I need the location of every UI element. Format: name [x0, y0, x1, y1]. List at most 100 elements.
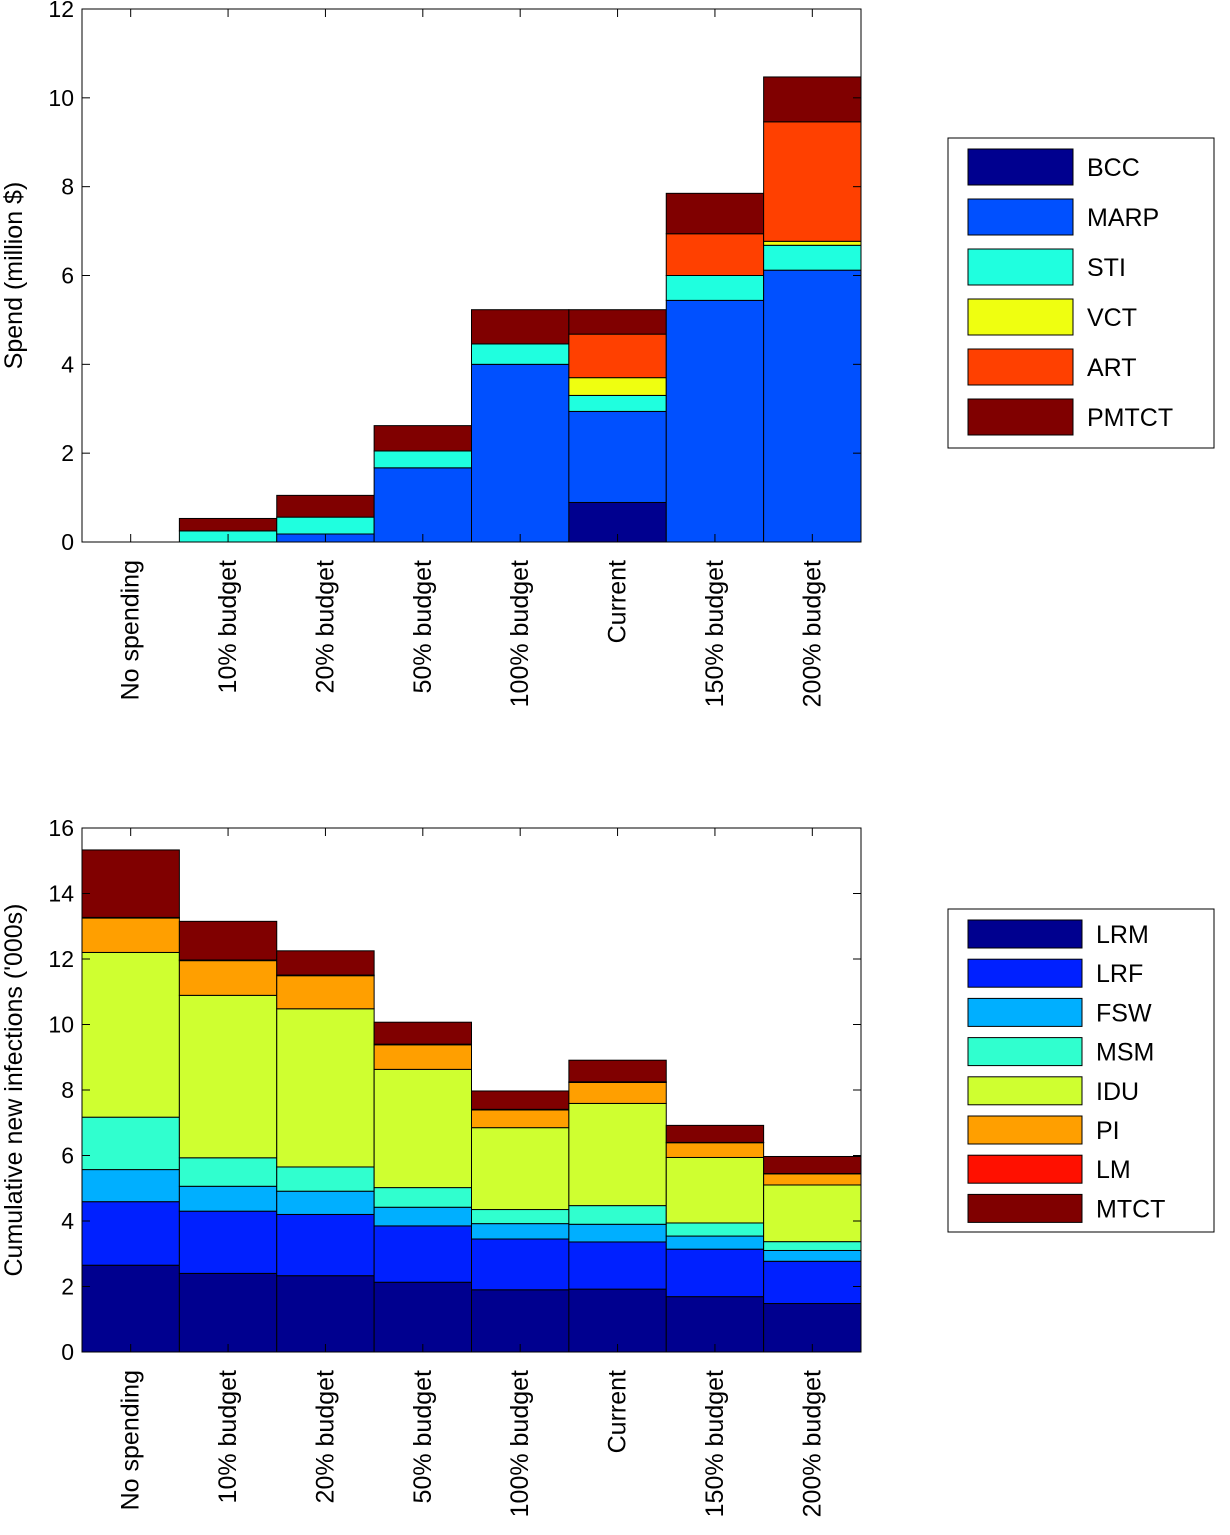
bar-lrm-4 — [374, 1282, 471, 1352]
legend-swatch-mtct — [968, 1194, 1082, 1222]
bar-pmtct-2 — [179, 518, 276, 530]
bar-idu-7 — [666, 1157, 763, 1223]
bar-pi-8 — [764, 1174, 861, 1185]
bar-mtct-8 — [764, 1156, 861, 1173]
y-tick-label: 0 — [61, 529, 74, 555]
bar-pmtct-7 — [666, 193, 763, 233]
y-tick-label: 12 — [48, 0, 74, 22]
y-tick-label: 10 — [48, 85, 74, 111]
bar-fsw-1 — [82, 1170, 179, 1202]
bar-art-8 — [764, 122, 861, 241]
bar-fsw-4 — [374, 1207, 471, 1226]
legend-label-vct: VCT — [1087, 304, 1137, 332]
legend-swatch-fsw — [968, 998, 1082, 1026]
y-axis-label: Cumulative new infections ('000s) — [0, 904, 28, 1277]
x-tick-label: 100% budget — [506, 1370, 534, 1517]
bar-msm-1 — [82, 1117, 179, 1169]
bar-lrf-8 — [764, 1261, 861, 1303]
legend-label-marp: MARP — [1087, 204, 1159, 232]
legend-label-pi: PI — [1096, 1117, 1120, 1145]
bar-msm-8 — [764, 1242, 861, 1251]
legend-label-lm: LM — [1096, 1156, 1131, 1184]
legend-label-sti: STI — [1087, 254, 1126, 282]
y-tick-label: 8 — [61, 174, 74, 200]
bar-idu-8 — [764, 1185, 861, 1242]
bar-sti-8 — [764, 245, 861, 270]
bar-msm-6 — [569, 1206, 666, 1225]
bar-fsw-3 — [277, 1191, 374, 1214]
bar-mtct-5 — [472, 1091, 569, 1109]
bar-sti-5 — [472, 344, 569, 364]
y-tick-label: 6 — [61, 1143, 74, 1169]
bar-mtct-3 — [277, 951, 374, 975]
bar-marp-5 — [472, 364, 569, 542]
x-tick-label: 200% budget — [798, 560, 826, 707]
bar-idu-5 — [472, 1128, 569, 1210]
bar-art-7 — [666, 234, 763, 276]
x-tick-label: Current — [604, 560, 632, 643]
legend-label-fsw: FSW — [1096, 999, 1152, 1027]
bar-msm-7 — [666, 1223, 763, 1236]
bar-idu-1 — [82, 952, 179, 1117]
legend-label-idu: IDU — [1096, 1078, 1139, 1106]
x-tick-label: 150% budget — [701, 1370, 729, 1517]
bar-lrf-3 — [277, 1214, 374, 1275]
y-tick-label: 8 — [61, 1077, 74, 1103]
x-tick-label: 150% budget — [701, 560, 729, 707]
bar-lrf-2 — [179, 1211, 276, 1273]
legend-swatch-sti — [968, 249, 1073, 285]
bar-mtct-4 — [374, 1022, 471, 1044]
bar-lrf-4 — [374, 1226, 471, 1282]
bar-fsw-5 — [472, 1224, 569, 1239]
bar-sti-7 — [666, 276, 763, 301]
bar-msm-2 — [179, 1158, 276, 1186]
bar-sti-4 — [374, 451, 471, 468]
y-tick-label: 6 — [61, 263, 74, 289]
x-tick-label: No spending — [117, 1370, 145, 1510]
legend-swatch-pi — [968, 1116, 1082, 1144]
bar-fsw-2 — [179, 1186, 276, 1211]
x-tick-label: 100% budget — [506, 560, 534, 707]
y-tick-label: 2 — [61, 1274, 74, 1300]
bar-sti-3 — [277, 517, 374, 534]
legend-label-msm: MSM — [1096, 1039, 1154, 1067]
bar-lrf-1 — [82, 1202, 179, 1266]
bar-sti-6 — [569, 395, 666, 411]
bar-idu-6 — [569, 1103, 666, 1205]
bar-pi-3 — [277, 976, 374, 1009]
x-tick-label: No spending — [117, 560, 145, 700]
y-tick-label: 2 — [61, 440, 74, 466]
bar-pi-6 — [569, 1082, 666, 1103]
bar-lrm-3 — [277, 1276, 374, 1352]
y-tick-label: 4 — [61, 351, 74, 377]
legend-swatch-idu — [968, 1077, 1082, 1105]
bar-idu-2 — [179, 995, 276, 1157]
bar-mtct-6 — [569, 1060, 666, 1082]
bar-fsw-6 — [569, 1224, 666, 1242]
x-tick-label: Current — [604, 1370, 632, 1453]
bar-msm-3 — [277, 1167, 374, 1191]
x-tick-label: 200% budget — [798, 1370, 826, 1517]
bar-pmtct-6 — [569, 310, 666, 334]
bar-msm-4 — [374, 1188, 471, 1208]
bar-idu-4 — [374, 1069, 471, 1187]
bar-marp-7 — [666, 300, 763, 542]
bar-pmtct-3 — [277, 495, 374, 517]
x-tick-label: 10% budget — [214, 560, 242, 694]
legend-swatch-bcc — [968, 149, 1073, 185]
bar-idu-3 — [277, 1009, 374, 1167]
bar-fsw-7 — [666, 1236, 763, 1249]
y-tick-label: 4 — [61, 1208, 74, 1234]
bar-mtct-2 — [179, 921, 276, 960]
x-tick-label: 20% budget — [311, 1370, 339, 1504]
bar-pi-1 — [82, 918, 179, 952]
y-axis-label: Spend (million $) — [0, 182, 28, 370]
legend-label-pmtct: PMTCT — [1087, 404, 1173, 432]
legend-label-lrm: LRM — [1096, 921, 1149, 949]
bar-marp-8 — [764, 270, 861, 542]
legend-swatch-vct — [968, 299, 1073, 335]
bar-pmtct-5 — [472, 310, 569, 344]
legend-swatch-marp — [968, 199, 1073, 235]
bar-lrm-1 — [82, 1265, 179, 1352]
